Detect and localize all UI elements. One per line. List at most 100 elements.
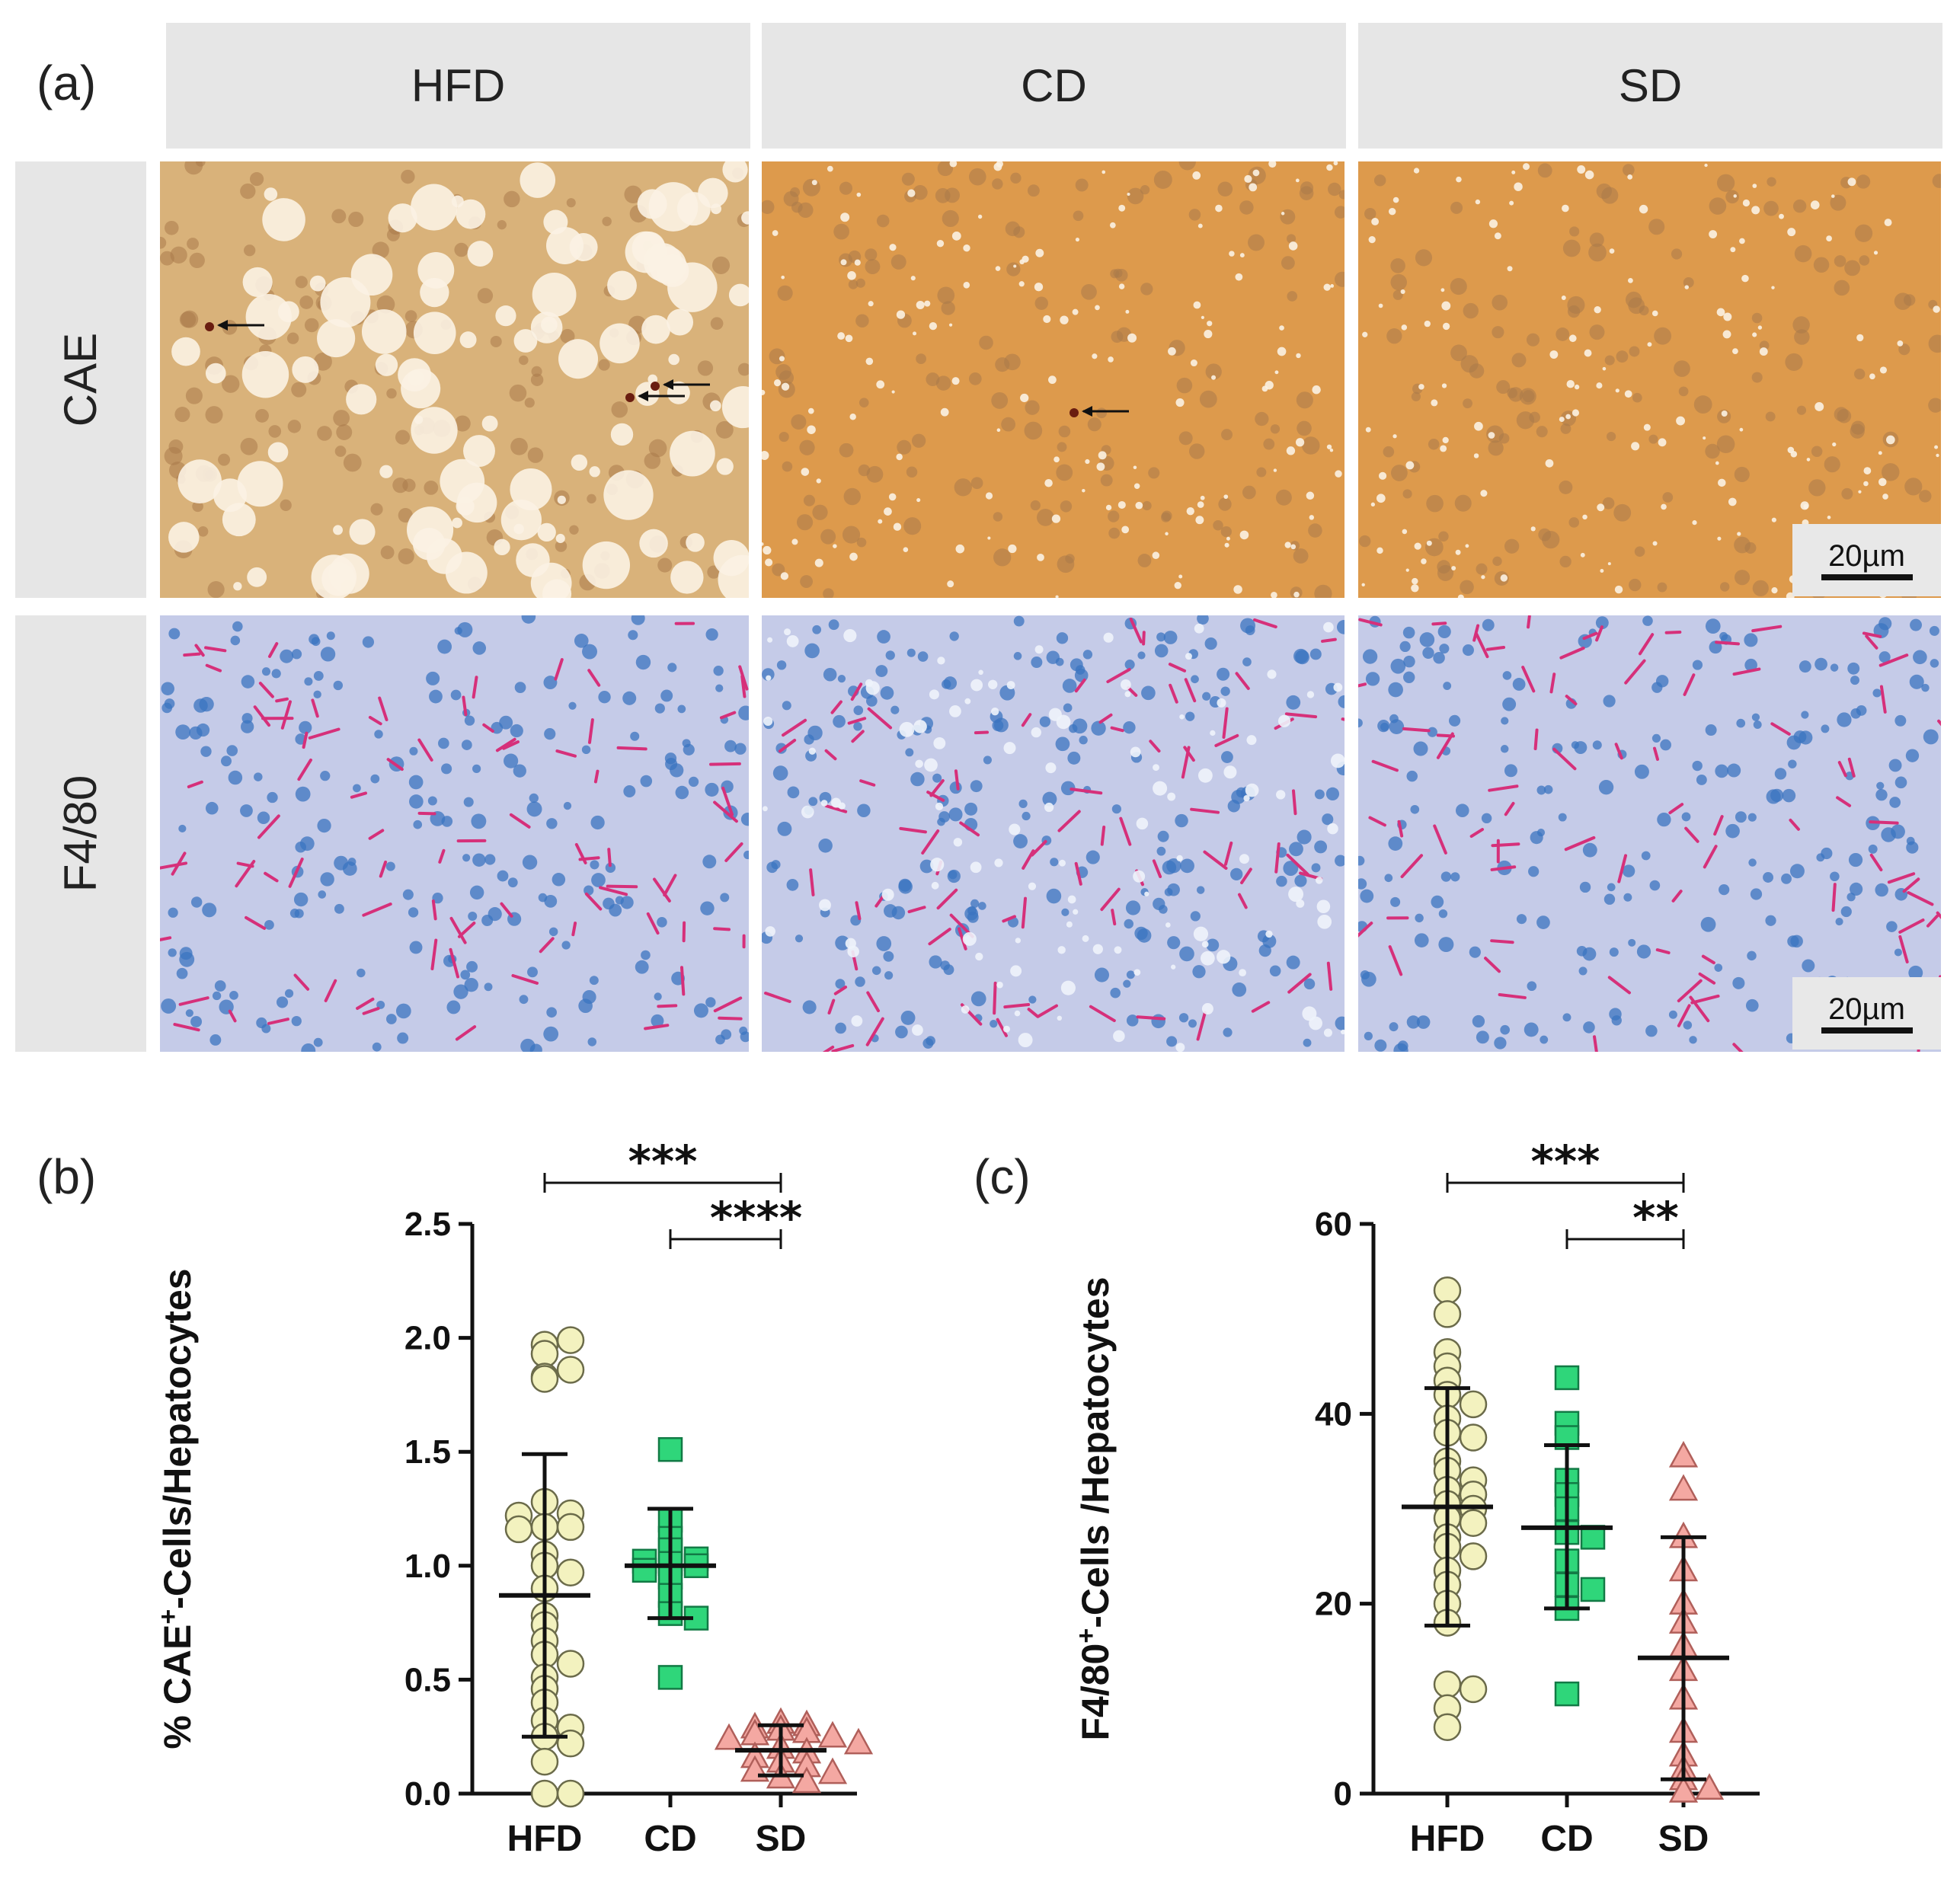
lipid-vacuole bbox=[807, 407, 814, 414]
cae-positive-cell bbox=[651, 382, 660, 391]
nucleus bbox=[1629, 346, 1640, 357]
f480-positive-cell bbox=[830, 700, 843, 714]
lipid-vacuole bbox=[948, 323, 953, 327]
nucleus bbox=[937, 817, 945, 826]
nucleus bbox=[1057, 555, 1075, 573]
nucleus bbox=[1579, 881, 1591, 893]
nucleus bbox=[1232, 982, 1247, 997]
x-tick-label: SD bbox=[756, 1819, 807, 1859]
nucleus bbox=[1262, 934, 1277, 948]
nucleus bbox=[1793, 730, 1807, 743]
f480-positive-cell bbox=[1902, 877, 1920, 893]
nucleus bbox=[161, 998, 177, 1014]
lipid-vacuole bbox=[1371, 218, 1380, 225]
f480-positive-cell bbox=[1565, 695, 1578, 706]
data-point bbox=[1433, 1300, 1462, 1328]
nucleus bbox=[628, 630, 638, 641]
lipid-vacuole bbox=[1226, 536, 1230, 541]
lipid-vacuole bbox=[955, 544, 965, 554]
lipid-vacuole bbox=[987, 536, 991, 540]
nucleus bbox=[220, 756, 232, 767]
nucleus bbox=[1878, 651, 1891, 663]
nucleus bbox=[543, 1026, 559, 1042]
lipid-vacuole bbox=[1201, 315, 1204, 319]
lipid-vacuole bbox=[1869, 373, 1875, 380]
f480-positive-cell bbox=[721, 786, 734, 816]
f480-positive-cell bbox=[657, 1004, 678, 1008]
nucleus bbox=[1606, 431, 1616, 442]
lipid-vacuole bbox=[784, 628, 791, 636]
nucleus bbox=[1390, 258, 1405, 273]
lipid-vacuole bbox=[840, 259, 847, 266]
nucleus bbox=[1891, 824, 1905, 839]
nucleus bbox=[228, 770, 243, 785]
nucleus bbox=[1854, 368, 1866, 380]
nucleus bbox=[884, 971, 894, 980]
lipid-vacuole bbox=[1082, 488, 1086, 493]
f480-positive-cell bbox=[1887, 872, 1916, 884]
lipid-vacuole bbox=[1316, 899, 1331, 914]
f480-positive-cell bbox=[430, 938, 438, 970]
f480-positive-cell bbox=[1070, 788, 1103, 795]
lipid-vacuole bbox=[1103, 632, 1114, 643]
y-tick-label: 1.5 bbox=[404, 1433, 451, 1471]
f480-positive-cell bbox=[1142, 631, 1146, 646]
lipid-vacuole bbox=[978, 669, 983, 676]
f480-positive-cell bbox=[1898, 935, 1909, 963]
f480-positive-cell bbox=[1240, 867, 1252, 884]
lipid-vacuole bbox=[1494, 232, 1501, 240]
nucleus bbox=[1055, 736, 1070, 752]
nucleus bbox=[786, 879, 799, 891]
lipid-vacuole bbox=[801, 805, 814, 819]
nucleus bbox=[898, 879, 913, 894]
nucleus bbox=[900, 1010, 916, 1025]
nucleus bbox=[1178, 1013, 1189, 1023]
lipid-vacuole bbox=[1265, 930, 1273, 938]
lipid-vacuole bbox=[1207, 321, 1213, 327]
y-tick-label: 0 bbox=[1334, 1775, 1352, 1813]
nucleus bbox=[1808, 479, 1826, 497]
lipid-vacuole bbox=[1002, 1025, 1010, 1033]
nucleus bbox=[1013, 226, 1025, 238]
nucleus bbox=[1463, 302, 1479, 319]
nucleus bbox=[1057, 442, 1067, 452]
lipid-vacuole bbox=[827, 165, 833, 172]
lipid-vacuole bbox=[1723, 312, 1732, 321]
nucleus bbox=[179, 947, 193, 960]
lipid-vacuole bbox=[1176, 855, 1183, 862]
nucleus bbox=[464, 715, 475, 726]
lipid-vacuole bbox=[961, 1005, 970, 1014]
lipid-vacuole bbox=[1186, 507, 1194, 516]
nucleus bbox=[905, 748, 914, 757]
nucleus bbox=[578, 998, 593, 1014]
nucleus bbox=[590, 815, 605, 830]
nucleus bbox=[1450, 201, 1463, 214]
lipid-vacuole bbox=[845, 938, 856, 949]
nucleus bbox=[197, 526, 209, 537]
nucleus bbox=[1744, 658, 1757, 672]
nucleus bbox=[993, 548, 1012, 567]
nucleus bbox=[1199, 390, 1217, 408]
nucleus bbox=[1536, 785, 1546, 795]
nucleus bbox=[782, 461, 793, 472]
nucleus bbox=[970, 477, 983, 490]
nucleus bbox=[1286, 955, 1300, 970]
nucleus bbox=[812, 625, 822, 634]
nucleus bbox=[1240, 618, 1255, 634]
nucleus bbox=[875, 665, 888, 677]
lipid-vacuole bbox=[459, 331, 477, 349]
lipid-vacuole bbox=[1730, 247, 1736, 253]
lipid-vacuole bbox=[1368, 235, 1376, 244]
f480-positive-cell bbox=[1111, 909, 1117, 926]
nucleus bbox=[284, 989, 294, 998]
nucleus bbox=[1526, 333, 1540, 347]
f480-positive-cell bbox=[379, 860, 388, 878]
nucleus bbox=[776, 660, 787, 670]
lipid-vacuole bbox=[1545, 458, 1554, 468]
nucleus bbox=[1046, 888, 1062, 904]
nucleus bbox=[314, 352, 332, 371]
lipid-vacuole bbox=[1124, 691, 1131, 698]
lipid-vacuole bbox=[1276, 790, 1286, 800]
nucleus bbox=[1437, 560, 1451, 574]
nucleus bbox=[295, 786, 311, 802]
